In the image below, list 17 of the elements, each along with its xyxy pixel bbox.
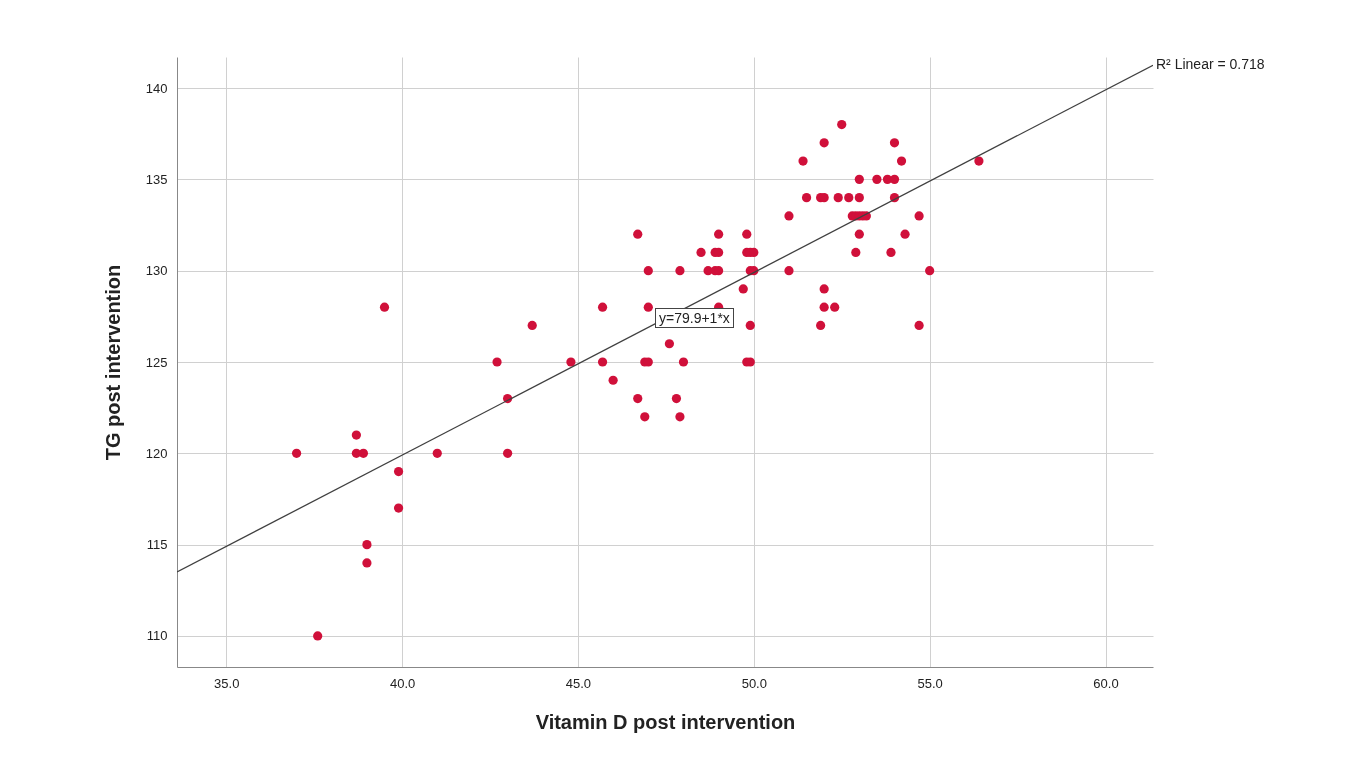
y-axis-title: TG post intervention	[101, 264, 124, 461]
x-tick-label: 45.0	[565, 675, 592, 691]
y-tick-label: 120	[145, 445, 168, 461]
annotation: y=79.9+1*x	[655, 308, 734, 328]
y-tick-label: 140	[145, 80, 168, 96]
y-tick-label: 110	[146, 628, 168, 644]
x-tick-label: 40.0	[389, 675, 416, 691]
y-tick-label: 130	[145, 263, 168, 279]
y-tick-label: 125	[145, 354, 168, 370]
x-axis-title: Vitamin D post intervention	[535, 710, 796, 733]
x-tick-label: 50.0	[741, 675, 767, 691]
annotation: R² Linear = 0.718	[1156, 56, 1265, 73]
x-tick-label: 35.0	[214, 675, 240, 691]
y-tick-label: 115	[146, 537, 168, 553]
y-tick-label: 135	[145, 171, 168, 187]
x-tick-label: 55.0	[917, 675, 943, 691]
x-tick-label: 60.0	[1093, 675, 1119, 691]
